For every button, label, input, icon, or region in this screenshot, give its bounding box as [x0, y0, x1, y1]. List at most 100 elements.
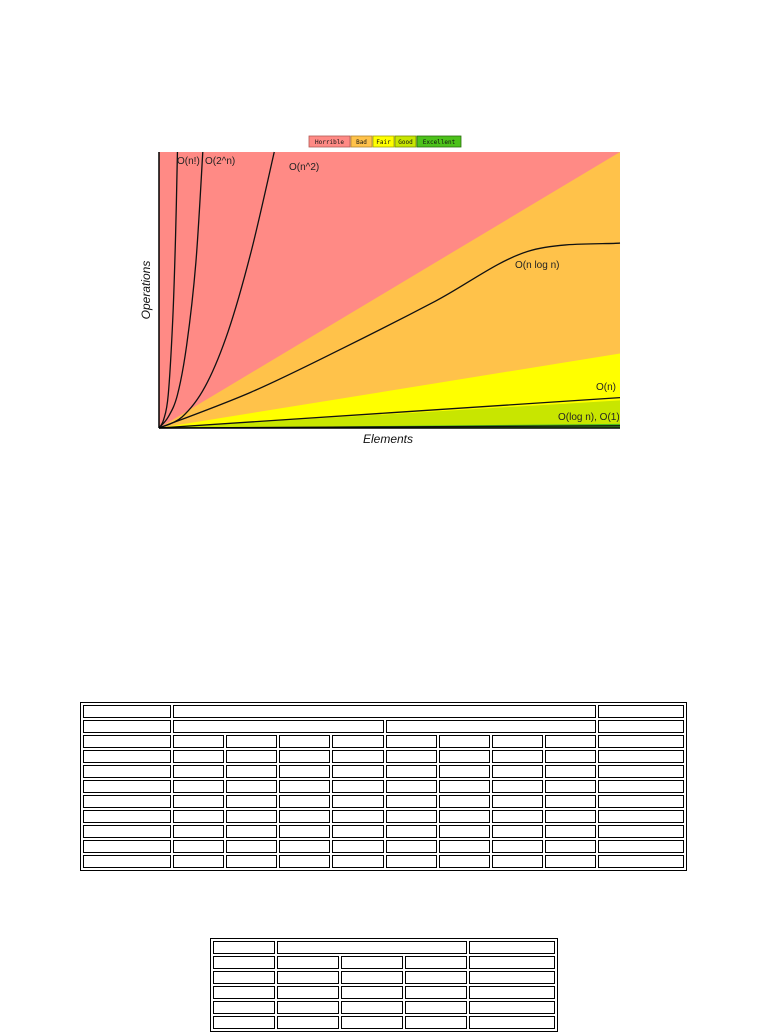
table-cell [279, 825, 331, 838]
table-cell [226, 825, 278, 838]
table-cell [598, 750, 684, 763]
table-cell [438, 810, 490, 823]
table-row [83, 825, 684, 838]
table-cell [341, 956, 403, 969]
table-cell [544, 750, 596, 763]
table-row [83, 720, 684, 733]
table-cell [544, 780, 596, 793]
table-cell [226, 735, 278, 748]
table-row [83, 765, 684, 778]
table-cell [226, 840, 278, 853]
table-cell [341, 1001, 403, 1014]
big-grid-table [80, 702, 687, 871]
table-cell [438, 735, 490, 748]
chart-labels: O(n!) O(2^n) O(n^2) O(n log n) O(n) O(log n),… [177, 156, 620, 423]
table-cell [469, 971, 555, 984]
table-cell [279, 855, 331, 868]
table-row [213, 986, 555, 999]
table-cell [544, 855, 596, 868]
table-cell [83, 720, 171, 733]
table-cell [213, 941, 275, 954]
table-cell [598, 780, 684, 793]
table-cell [173, 840, 225, 853]
table-cell [385, 795, 437, 808]
table-cell [491, 795, 543, 808]
table-cell [279, 750, 331, 763]
legend-label: Excellent [423, 139, 456, 146]
curve-o-n-2- [158, 151, 275, 429]
table-cell [544, 765, 596, 778]
curve-o-n- [158, 396, 621, 429]
table-cell [438, 855, 490, 868]
table-cell [491, 780, 543, 793]
table-cell [173, 810, 225, 823]
table-cell [83, 765, 171, 778]
table-cell [469, 956, 555, 969]
table-cell [332, 810, 384, 823]
table-cell [279, 765, 331, 778]
table-cell [226, 780, 278, 793]
table-cell [277, 941, 467, 954]
table-row [213, 971, 555, 984]
table-cell [332, 735, 384, 748]
table-cell [83, 855, 171, 868]
table-row [83, 705, 684, 718]
table-cell [598, 825, 684, 838]
table-cell [83, 780, 171, 793]
table-cell [341, 971, 403, 984]
table-cell [385, 855, 437, 868]
table-cell [438, 780, 490, 793]
table-cell [385, 720, 596, 733]
legend-label: Fair [376, 139, 391, 146]
table-cell [213, 986, 275, 999]
curve-o-2-n- [158, 151, 204, 429]
table-cell [332, 750, 384, 763]
curve-label: O(n) [596, 382, 616, 393]
legend-item-excellent: Excellent [416, 135, 462, 148]
table-row [83, 840, 684, 853]
table-cell [213, 956, 275, 969]
table-cell [279, 780, 331, 793]
table-cell [405, 956, 467, 969]
legend-label: Horrible [315, 139, 344, 146]
table-row [213, 1001, 555, 1014]
table-cell [279, 735, 331, 748]
table-cell [341, 986, 403, 999]
table-cell [83, 705, 171, 718]
table-cell [544, 795, 596, 808]
table-cell [385, 825, 437, 838]
table-cell [173, 765, 225, 778]
table-cell [598, 735, 684, 748]
x-axis-label: Elements [363, 432, 413, 446]
table-row [213, 956, 555, 969]
table-cell [213, 971, 275, 984]
table-cell [332, 795, 384, 808]
table-cell [385, 735, 437, 748]
table-cell [544, 735, 596, 748]
table-cell [438, 765, 490, 778]
table-cell [598, 705, 684, 718]
table-cell [385, 765, 437, 778]
table-cell [213, 1001, 275, 1014]
table-row [83, 735, 684, 748]
table-cell [83, 735, 171, 748]
table-row [83, 855, 684, 868]
table-cell [438, 795, 490, 808]
table-row [83, 795, 684, 808]
table-cell [173, 705, 596, 718]
table-cell [213, 1016, 275, 1029]
curve-label: O(n!) [177, 156, 200, 167]
curve-label: O(n^2) [289, 162, 319, 173]
legend-item-horrible: Horrible [308, 135, 351, 148]
table-cell [491, 735, 543, 748]
table-cell [598, 855, 684, 868]
table-cell [385, 840, 437, 853]
table-cell [173, 720, 384, 733]
legend-item-bad: Bad [350, 135, 373, 148]
table-cell [173, 855, 225, 868]
table-cell [83, 795, 171, 808]
table-cell [83, 825, 171, 838]
table-cell [438, 750, 490, 763]
table-cell [279, 795, 331, 808]
curve-label: O(n log n) [515, 260, 559, 271]
